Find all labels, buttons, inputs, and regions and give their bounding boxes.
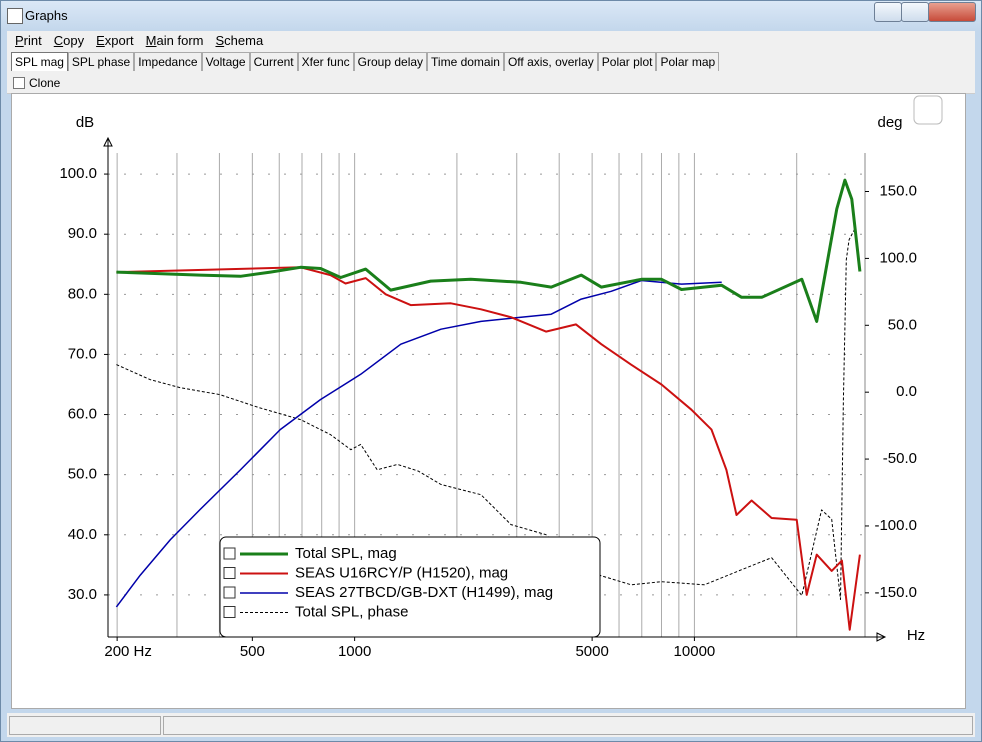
- tab[interactable]: Polar plot: [597, 52, 657, 71]
- tab[interactable]: Current: [249, 52, 298, 71]
- app-icon: [7, 8, 23, 24]
- legend-checkbox[interactable]: [223, 567, 236, 579]
- y2-tick-label: 100.0: [879, 249, 917, 266]
- menu-item[interactable]: Copy: [53, 33, 85, 48]
- y2-tick-label: -100.0: [874, 517, 917, 534]
- tab[interactable]: Off axis, overlay: [503, 52, 598, 71]
- x-tick-label: 1000: [338, 643, 371, 660]
- legend: Total SPL, mag SEAS U16RCY/P (H1520), mag…: [219, 536, 601, 638]
- tab-area: SPL mag SPL phase Impedance Voltage Current X…: [7, 49, 975, 94]
- y-tick-label: 70.0: [68, 345, 97, 362]
- y-tick-label: 60.0: [68, 406, 97, 423]
- x-tick-label: 5000: [575, 643, 608, 660]
- y2-tick-label: 0.0: [896, 383, 917, 400]
- legend-label: SEAS 27TBCD/GB-DXT (H1499), mag: [295, 584, 553, 601]
- tab[interactable]: SPL mag: [11, 52, 68, 71]
- status-bar: [7, 713, 975, 737]
- menu-item[interactable]: Schema: [215, 33, 264, 48]
- y-tick-label: 90.0: [68, 225, 97, 242]
- legend-label: Total SPL, phase: [295, 603, 408, 620]
- tab[interactable]: Time domain: [427, 52, 504, 71]
- y-tick-label: 100.0: [59, 165, 97, 182]
- tab-row: SPL mag SPL phase Impedance Voltage Current X…: [11, 52, 720, 71]
- y-tick-label: 30.0: [68, 586, 97, 603]
- legend-checkbox[interactable]: [223, 547, 236, 560]
- y2-axis-label: deg: [877, 114, 902, 131]
- legend-box: [219, 536, 601, 638]
- y-tick-label: 80.0: [68, 285, 97, 302]
- series-line: [115, 279, 722, 608]
- y-axis-arrow: [103, 136, 113, 147]
- tab[interactable]: SPL phase: [67, 52, 135, 71]
- corner-button[interactable]: [913, 95, 943, 125]
- clone-checkbox[interactable]: Clone: [13, 76, 60, 90]
- series-line: [116, 266, 861, 631]
- y2-tick-label: 50.0: [888, 316, 917, 333]
- tab[interactable]: Group delay: [353, 52, 428, 71]
- series-line: [116, 229, 855, 600]
- x-tick-label: 500: [240, 643, 265, 660]
- menu-item[interactable]: Print: [15, 33, 42, 48]
- tab[interactable]: Voltage: [201, 52, 250, 71]
- legend-checkbox[interactable]: [223, 586, 236, 599]
- menu-item[interactable]: Main form: [145, 33, 204, 48]
- tab[interactable]: Impedance: [134, 52, 202, 71]
- y-axis-label: dB: [76, 114, 94, 131]
- y2-tick-label: -50.0: [883, 450, 917, 467]
- legend-checkbox[interactable]: [223, 606, 236, 618]
- x-axis-arrow: [876, 632, 887, 642]
- clone-label: Clone: [29, 76, 61, 90]
- y2-tick-label: 150.0: [879, 182, 917, 199]
- legend-label: Total SPL, mag: [295, 545, 397, 562]
- legend-label: SEAS U16RCY/P (H1520), mag: [295, 564, 508, 581]
- tab[interactable]: Polar map: [656, 52, 720, 71]
- window-title: Graphs: [25, 8, 68, 23]
- tab[interactable]: Xfer func: [297, 52, 354, 71]
- x-axis-label: Hz: [907, 627, 925, 644]
- y-tick-label: 50.0: [68, 466, 97, 483]
- x-tick-label: 10000: [674, 643, 716, 660]
- y-tick-label: 40.0: [68, 526, 97, 543]
- menu-bar: Print Copy Export Main form Schema: [7, 31, 975, 49]
- y2-tick-label: -150.0: [874, 584, 917, 601]
- menu-item[interactable]: Export: [96, 33, 134, 48]
- series-line: [116, 178, 862, 323]
- x-tick-label: 200 Hz: [104, 643, 152, 660]
- close[interactable]: [928, 2, 976, 22]
